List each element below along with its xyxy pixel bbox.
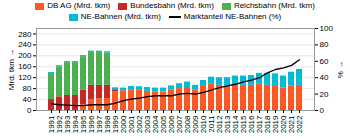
svg-text:2002: 2002 <box>135 115 145 134</box>
svg-text:2009: 2009 <box>191 115 201 134</box>
svg-text:1991: 1991 <box>47 115 57 134</box>
svg-text:1996: 1996 <box>87 115 97 134</box>
html-text:Bundesbahn (Mrd. tkm): Bundesbahn (Mrd. tkm) <box>130 1 214 10</box>
svg-text:0: 0 <box>27 106 32 115</box>
svg-text:% →: % → <box>336 61 345 78</box>
svg-text:200: 200 <box>18 51 32 60</box>
svg-text:2007: 2007 <box>175 115 185 134</box>
svg-text:2017: 2017 <box>255 115 265 134</box>
svg-text:20: 20 <box>320 90 329 99</box>
svg-text:1997: 1997 <box>95 115 105 134</box>
svg-text:2018: 2018 <box>263 115 273 134</box>
svg-text:2020: 2020 <box>279 115 289 134</box>
svg-text:1994: 1994 <box>71 115 81 134</box>
svg-text:2003: 2003 <box>143 115 153 134</box>
html-text:Reichsbahn (Mrd. tkm): Reichsbahn (Mrd. tkm) <box>233 1 315 10</box>
svg-text:2004: 2004 <box>151 115 161 134</box>
svg-text:1998: 1998 <box>103 115 113 134</box>
svg-text:2005: 2005 <box>159 115 169 134</box>
html-text:Marktanteil NE-Bahnen (%): Marktanteil NE-Bahnen (%) <box>183 12 282 21</box>
svg-text:2012: 2012 <box>215 115 225 134</box>
svg-text:2000: 2000 <box>119 115 129 134</box>
svg-text:2016: 2016 <box>247 115 257 134</box>
html-text:DB AG (Mrd. tkm): DB AG (Mrd. tkm) <box>47 1 111 10</box>
svg-text:1993: 1993 <box>63 115 73 134</box>
svg-text:2021: 2021 <box>287 115 297 134</box>
html-text:NE-Bahnen (Mrd. tkm): NE-Bahnen (Mrd. tkm) <box>80 12 161 21</box>
svg-text:2014: 2014 <box>231 115 241 134</box>
svg-text:2008: 2008 <box>183 115 193 134</box>
svg-text:2013: 2013 <box>223 115 233 134</box>
svg-text:2022: 2022 <box>295 115 304 133</box>
svg-text:0: 0 <box>320 106 325 115</box>
svg-text:80: 80 <box>320 40 329 49</box>
svg-text:Mrd. tkm →: Mrd. tkm → <box>7 49 16 90</box>
svg-text:120: 120 <box>18 73 32 82</box>
svg-text:2015: 2015 <box>239 115 249 134</box>
svg-text:1995: 1995 <box>79 115 89 134</box>
svg-text:160: 160 <box>18 62 32 71</box>
svg-text:240: 240 <box>18 40 32 49</box>
svg-text:80: 80 <box>23 84 32 93</box>
svg-text:2011: 2011 <box>207 115 217 133</box>
svg-text:2019: 2019 <box>271 115 281 134</box>
svg-text:2001: 2001 <box>127 115 137 134</box>
svg-text:2010: 2010 <box>199 115 209 134</box>
svg-text:40: 40 <box>320 73 329 82</box>
svg-text:60: 60 <box>320 57 329 66</box>
svg-text:280: 280 <box>18 30 32 39</box>
svg-text:2006: 2006 <box>167 115 177 134</box>
svg-text:1999: 1999 <box>111 115 121 134</box>
svg-text:100: 100 <box>320 24 334 33</box>
svg-text:1992: 1992 <box>55 115 65 134</box>
svg-text:40: 40 <box>23 95 32 104</box>
